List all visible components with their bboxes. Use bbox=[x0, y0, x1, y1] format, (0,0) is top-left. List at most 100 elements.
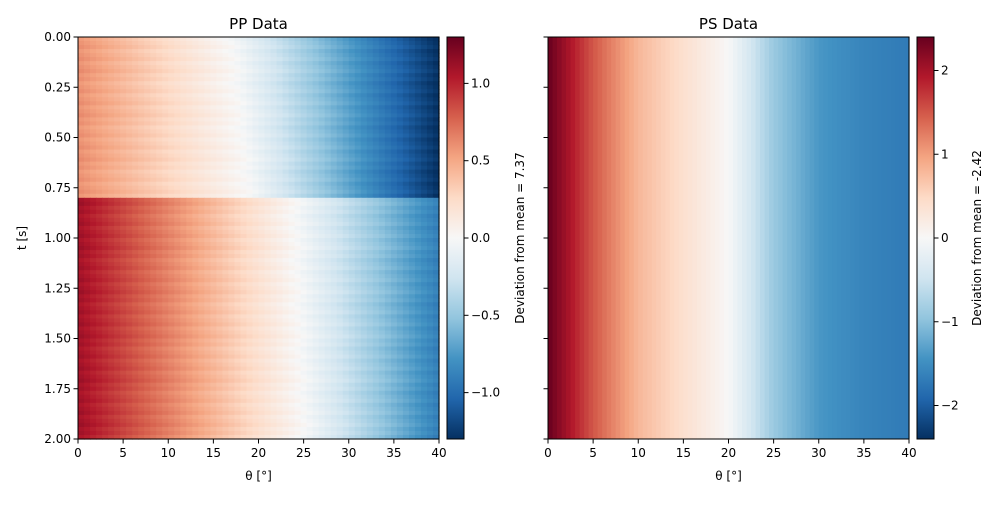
pp-heat-cell bbox=[294, 338, 302, 344]
pp-heat-cell bbox=[90, 181, 97, 187]
pp-heat-cell bbox=[270, 141, 278, 147]
pp-heat-cell bbox=[246, 93, 254, 98]
pp-heat-cell bbox=[144, 258, 151, 263]
pp-heat-cell bbox=[348, 109, 356, 114]
pp-heat-cell bbox=[162, 274, 169, 279]
pp-heat-cell bbox=[162, 270, 169, 275]
pp-heat-cell bbox=[312, 294, 320, 299]
pp-heat-cell bbox=[300, 53, 308, 58]
pp-heat-cell bbox=[78, 242, 85, 247]
pp-heat-cell bbox=[192, 366, 199, 372]
pp-heat-cell bbox=[126, 117, 133, 123]
pp-heat-cell bbox=[186, 61, 193, 66]
pp-heat-cell bbox=[222, 334, 230, 340]
pp-heat-cell bbox=[174, 233, 181, 239]
pp-heat-cell bbox=[288, 65, 296, 70]
pp-heat-cell bbox=[168, 145, 175, 151]
pp-heat-cell bbox=[120, 81, 127, 86]
pp-heat-cell bbox=[390, 322, 398, 328]
pp-heat-cell bbox=[114, 177, 121, 183]
pp-heat-cell bbox=[360, 278, 368, 283]
pp-heat-cell bbox=[312, 330, 320, 336]
pp-heat-cell bbox=[78, 306, 85, 311]
pp-heat-cell bbox=[234, 97, 242, 102]
pp-heat-cell bbox=[210, 141, 217, 147]
pp-heat-cell bbox=[114, 85, 121, 90]
pp-heat-cell bbox=[264, 233, 272, 239]
pp-heat-cell bbox=[204, 290, 211, 295]
pp-heat-cell bbox=[186, 278, 193, 283]
pp-heat-cell bbox=[78, 193, 85, 199]
pp-heat-cell bbox=[384, 302, 392, 307]
pp-heat-cell bbox=[198, 53, 205, 58]
pp-heat-cell bbox=[270, 350, 278, 356]
pp-heat-cell bbox=[360, 85, 368, 90]
pp-heat-cell bbox=[252, 266, 260, 271]
pp-heat-cell bbox=[414, 81, 422, 86]
pp-heat-cell bbox=[78, 326, 85, 332]
pp-heat-cell bbox=[240, 157, 248, 163]
pp-heat-cell bbox=[300, 342, 308, 348]
pp-heat-cell bbox=[432, 310, 440, 315]
pp-heat-cell bbox=[120, 310, 127, 315]
pp-heat-cell bbox=[234, 61, 242, 66]
pp-heat-cell bbox=[78, 181, 85, 187]
pp-heat-cell bbox=[210, 310, 217, 315]
pp-heat-cell bbox=[264, 41, 272, 46]
pp-heat-cell bbox=[186, 217, 193, 223]
pp-heat-cell bbox=[366, 169, 374, 175]
pp-heat-cell bbox=[228, 125, 236, 131]
pp-heat-cell bbox=[180, 306, 187, 311]
pp-heat-cell bbox=[366, 334, 374, 340]
pp-heat-cell bbox=[264, 254, 272, 259]
pp-heat-cell bbox=[156, 350, 163, 356]
pp-heat-cell bbox=[300, 141, 308, 147]
pp-heat-cell bbox=[378, 278, 386, 283]
pp-heat-cell bbox=[132, 209, 139, 215]
pp-heat-cell bbox=[426, 205, 434, 211]
pp-heat-cell bbox=[210, 258, 217, 263]
pp-heat-cell bbox=[396, 177, 404, 183]
pp-heat-cell bbox=[306, 290, 314, 295]
pp-heat-cell bbox=[204, 101, 211, 106]
pp-heat-cell bbox=[204, 342, 211, 348]
pp-heat-cell bbox=[102, 318, 109, 324]
pp-heat-cell bbox=[90, 254, 97, 259]
pp-heat-cell bbox=[264, 354, 272, 360]
pp-heat-cell bbox=[264, 229, 272, 235]
pp-heat-cell bbox=[372, 254, 380, 259]
pp-heat-cell bbox=[84, 258, 91, 263]
pp-heat-cell bbox=[378, 242, 386, 247]
pp-heat-cell bbox=[360, 346, 368, 352]
pp-heat-cell bbox=[240, 266, 248, 271]
pp-heat-cell bbox=[342, 65, 350, 70]
pp-heat-cell bbox=[132, 338, 139, 344]
pp-heat-cell bbox=[396, 225, 404, 231]
pp-heat-cell bbox=[228, 310, 236, 315]
pp-heat-cell bbox=[372, 169, 380, 175]
pp-heat-cell bbox=[294, 262, 302, 267]
pp-heat-cell bbox=[96, 330, 103, 336]
pp-heat-cell bbox=[432, 326, 440, 332]
pp-heat-cell bbox=[96, 225, 103, 231]
pp-heat-cell bbox=[402, 141, 410, 147]
pp-heat-cell bbox=[114, 117, 121, 123]
pp-heat-cell bbox=[414, 185, 422, 191]
pp-heat-cell bbox=[294, 342, 302, 348]
pp-heat-cell bbox=[330, 65, 338, 70]
pp-heat-cell bbox=[228, 246, 236, 251]
pp-heat-cell bbox=[384, 165, 392, 171]
pp-heat-cell bbox=[408, 213, 416, 219]
pp-heat-cell bbox=[318, 278, 326, 283]
pp-heat-cell bbox=[390, 221, 398, 227]
pp-heat-cell bbox=[102, 89, 109, 94]
pp-heat-cell bbox=[84, 129, 91, 135]
pp-heat-cell bbox=[312, 322, 320, 328]
pp-heat-cell bbox=[186, 129, 193, 135]
pp-heat-cell bbox=[252, 185, 260, 191]
pp-heat-cell bbox=[240, 254, 248, 259]
pp-heat-cell bbox=[366, 290, 374, 295]
pp-heat-cell bbox=[414, 41, 422, 46]
pp-heat-cell bbox=[84, 113, 91, 118]
pp-heat-cell bbox=[252, 93, 260, 98]
